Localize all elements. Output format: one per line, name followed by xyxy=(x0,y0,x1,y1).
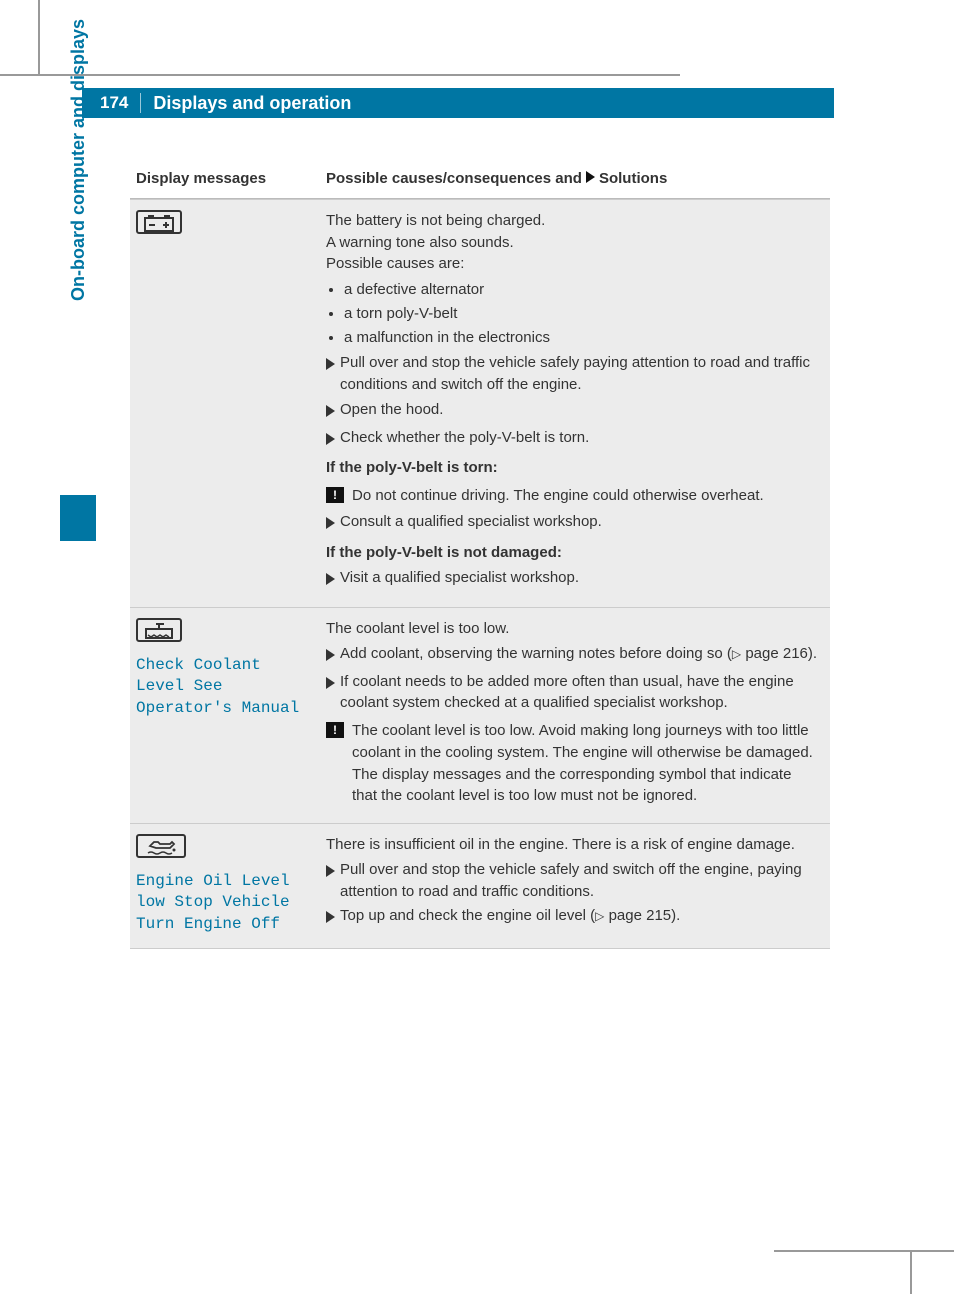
table-row: The battery is not being charged. A warn… xyxy=(130,199,830,608)
page-header: 174 Displays and operation xyxy=(82,88,834,118)
triangle-icon xyxy=(326,646,340,668)
battery-icon xyxy=(136,210,182,234)
action-item: Visit a qualified specialist workshop. xyxy=(326,567,820,592)
oil-icon xyxy=(136,834,186,858)
text: There is insufficient oil in the engine.… xyxy=(326,834,820,856)
text: Possible causes are: xyxy=(326,253,820,275)
triangle-icon xyxy=(326,674,340,715)
solution-cell: The battery is not being charged. A warn… xyxy=(320,210,830,595)
triangle-icon xyxy=(326,514,340,536)
crop-mark xyxy=(38,0,40,74)
warning: !Do not continue driving. The engine cou… xyxy=(326,485,820,507)
warning: !The coolant level is too low. Avoid mak… xyxy=(326,720,820,807)
action-item: Check whether the poly-V-belt is torn. xyxy=(326,427,820,452)
text: The battery is not being charged. xyxy=(326,210,820,232)
action-item: Open the hood. xyxy=(326,399,820,424)
action-item: Top up and check the engine oil level ( … xyxy=(326,905,820,930)
triangle-icon xyxy=(326,570,340,592)
table-row: Check Coolant Level See Operator's Manua… xyxy=(130,608,830,824)
table-row: Engine Oil Level low Stop Vehicle Turn E… xyxy=(130,824,830,949)
triangle-icon xyxy=(326,355,340,396)
warning-icon: ! xyxy=(326,722,344,738)
crop-mark xyxy=(910,1252,912,1294)
display-cell xyxy=(130,210,320,595)
text: A warning tone also sounds. xyxy=(326,232,820,254)
ref-icon xyxy=(732,645,741,662)
action-item: Consult a qualified specialist workshop. xyxy=(326,511,820,536)
crop-mark xyxy=(774,1250,954,1252)
list-item: a malfunction in the electronics xyxy=(344,327,820,349)
triangle-icon xyxy=(326,402,340,424)
list-item: a defective alternator xyxy=(344,279,820,301)
messages-table: Display messages Possible causes/consequ… xyxy=(130,160,830,949)
triangle-icon xyxy=(326,862,340,903)
table-header: Display messages Possible causes/consequ… xyxy=(130,160,830,199)
side-tab xyxy=(60,495,96,541)
text: The coolant level is too low. xyxy=(326,618,820,640)
col-header-display: Display messages xyxy=(130,168,320,190)
triangle-icon xyxy=(586,168,595,190)
sub-heading: If the poly-V-belt is torn: xyxy=(326,457,820,479)
triangle-icon xyxy=(326,908,340,930)
col-header-solutions: Possible causes/consequences and Solutio… xyxy=(320,168,830,190)
triangle-icon xyxy=(326,430,340,452)
solution-cell: The coolant level is too low. Add coolan… xyxy=(320,618,830,811)
display-message-text: Check Coolant Level See Operator's Manua… xyxy=(136,655,312,720)
sub-heading: If the poly-V-belt is not damaged: xyxy=(326,542,820,564)
page-number: 174 xyxy=(82,93,141,113)
solution-cell: There is insufficient oil in the engine.… xyxy=(320,834,830,936)
coolant-icon xyxy=(136,618,182,642)
ref-icon xyxy=(595,907,604,924)
display-cell: Check Coolant Level See Operator's Manua… xyxy=(130,618,320,811)
side-label: On-board computer and displays xyxy=(68,0,89,340)
page-title: Displays and operation xyxy=(141,93,351,114)
display-cell: Engine Oil Level low Stop Vehicle Turn E… xyxy=(130,834,320,936)
warning-icon: ! xyxy=(326,487,344,503)
crop-mark xyxy=(0,74,680,76)
cause-list: a defective alternator a torn poly-V-bel… xyxy=(344,279,820,348)
action-item: If coolant needs to be added more often … xyxy=(326,671,820,715)
action-item: Add coolant, observing the warning notes… xyxy=(326,643,820,668)
action-item: Pull over and stop the vehicle safely pa… xyxy=(326,352,820,396)
list-item: a torn poly-V-belt xyxy=(344,303,820,325)
action-item: Pull over and stop the vehicle safely an… xyxy=(326,859,820,903)
display-message-text: Engine Oil Level low Stop Vehicle Turn E… xyxy=(136,871,312,936)
